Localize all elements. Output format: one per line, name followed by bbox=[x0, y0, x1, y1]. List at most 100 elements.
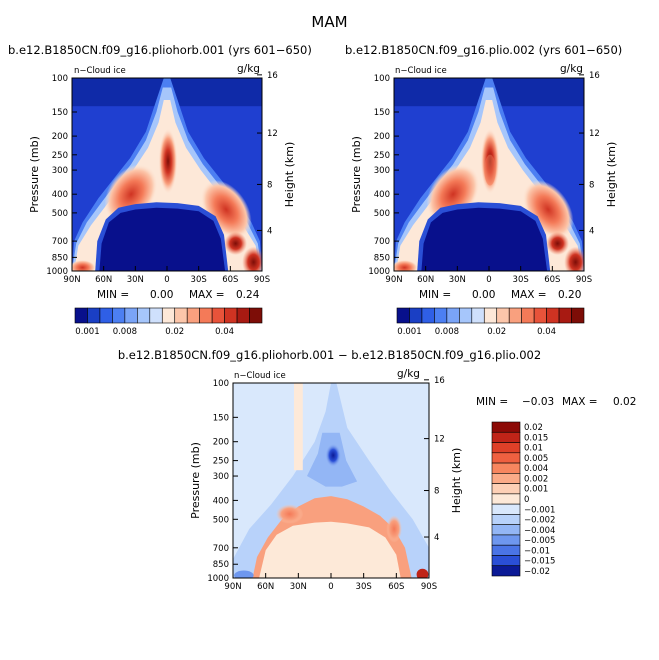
x-tick-label: 90S bbox=[254, 275, 270, 285]
colorbar-box bbox=[491, 524, 521, 536]
field-south-surface-max bbox=[546, 231, 570, 256]
colorbar-box bbox=[421, 307, 435, 324]
y-tick-label: 300 bbox=[213, 472, 229, 482]
field-equatorial-spike bbox=[158, 128, 178, 195]
x-tick-label: 90N bbox=[63, 275, 80, 285]
panel-2-variable: n−Cloud ice bbox=[395, 66, 447, 76]
colorbar-box bbox=[491, 431, 521, 443]
panel-3-min-value: −0.03 bbox=[522, 396, 555, 408]
colorbar-label: 0.001 bbox=[397, 327, 421, 337]
y-tick-label: 250 bbox=[213, 457, 229, 467]
colorbar-box bbox=[211, 307, 225, 324]
y-tick-label: 150 bbox=[374, 108, 390, 118]
y-tick-label: 200 bbox=[52, 132, 68, 142]
panel-1-min-label: MIN = bbox=[97, 289, 130, 301]
colorbar-label: 0.02 bbox=[524, 423, 543, 433]
x-tick-label: 60N bbox=[417, 275, 434, 285]
colorbar-box bbox=[491, 544, 521, 556]
colorbar-box bbox=[491, 503, 521, 515]
panel-2-units: g/kg bbox=[560, 63, 583, 75]
colorbar-box bbox=[74, 307, 88, 324]
colorbar-box bbox=[491, 565, 521, 577]
colorbar-box bbox=[446, 307, 460, 324]
panel-2-field bbox=[394, 78, 584, 271]
panel-1-field bbox=[72, 78, 262, 271]
panel-3-title: b.e12.B1850CN.f09_g16.pliohorb.001 − b.e… bbox=[117, 348, 542, 362]
panel-1-variable: n−Cloud ice bbox=[74, 66, 126, 76]
colorbar-box bbox=[236, 307, 250, 324]
y2-axis-label: Height (km) bbox=[605, 142, 618, 208]
colorbar-label: 0.002 bbox=[524, 474, 548, 484]
colorbar-label: 0.02 bbox=[165, 327, 184, 337]
y2-tick-label: 8 bbox=[267, 180, 272, 190]
panel-1-max-value: 0.24 bbox=[236, 289, 260, 301]
colorbar-box bbox=[99, 307, 113, 324]
colorbar-label: −0.001 bbox=[524, 505, 555, 515]
panel-3-variable: n−Cloud ice bbox=[234, 371, 286, 381]
panel-1-title: b.e12.B1850CN.f09_g16.pliohorb.001 (yrs … bbox=[8, 43, 312, 57]
y-tick-label: 1000 bbox=[46, 267, 68, 277]
y-tick-label: 500 bbox=[374, 209, 390, 219]
colorbar-box bbox=[533, 307, 547, 324]
colorbar-box bbox=[558, 307, 572, 324]
x-tick-label: 0 bbox=[328, 582, 333, 592]
colorbar-box bbox=[491, 534, 521, 546]
colorbar-box bbox=[571, 307, 585, 324]
y-tick-label: 500 bbox=[52, 209, 68, 219]
colorbar-label: 0.001 bbox=[524, 485, 548, 495]
y-tick-label: 400 bbox=[213, 496, 229, 506]
y-tick-label: 250 bbox=[374, 151, 390, 161]
y2-tick-label: 8 bbox=[434, 487, 439, 497]
y-tick-label: 150 bbox=[52, 108, 68, 118]
colorbar-box bbox=[124, 307, 138, 324]
y-tick-label: 200 bbox=[374, 132, 390, 142]
y-tick-label: 850 bbox=[374, 253, 390, 263]
colorbar-box bbox=[459, 307, 473, 324]
y-tick-label: 850 bbox=[52, 253, 68, 263]
y-axis-label: Pressure (mb) bbox=[28, 136, 41, 213]
panel-3-max-value: 0.02 bbox=[613, 396, 637, 408]
colorbar-box bbox=[491, 442, 521, 454]
panel-2-colorbar: 0.001 0.008 0.02 0.04 bbox=[396, 307, 585, 337]
field-dome bbox=[421, 207, 548, 271]
colorbar-box bbox=[137, 307, 151, 324]
y-tick-label: 100 bbox=[213, 379, 229, 389]
colorbar-box bbox=[491, 452, 521, 464]
y2-tick-label: 4 bbox=[267, 226, 272, 236]
panel-2-max-label: MAX = bbox=[511, 289, 547, 301]
figure-title: MAM bbox=[311, 13, 348, 31]
x-tick-label: 60S bbox=[388, 582, 404, 592]
x-tick-label: 90N bbox=[385, 275, 402, 285]
colorbar-label: 0.005 bbox=[524, 454, 548, 464]
field-dome bbox=[99, 207, 226, 271]
colorbar-label: −0.01 bbox=[524, 546, 550, 556]
field-south-surface bbox=[416, 568, 429, 578]
colorbar-label: −0.004 bbox=[524, 526, 555, 536]
panel-1-colorbar: 0.001 0.008 0.02 0.04 bbox=[74, 307, 263, 337]
x-tick-label: 90S bbox=[576, 275, 592, 285]
x-tick-label: 60S bbox=[222, 275, 238, 285]
colorbar-box bbox=[161, 307, 176, 324]
y-tick-label: 700 bbox=[374, 237, 390, 247]
x-tick-label: 30S bbox=[356, 582, 372, 592]
colorbar-box bbox=[112, 307, 126, 324]
field-spike-core bbox=[484, 154, 496, 186]
colorbar-box bbox=[491, 462, 521, 474]
panel-3-max-label: MAX = bbox=[562, 396, 598, 408]
x-tick-label: 30N bbox=[127, 275, 144, 285]
colorbar-box bbox=[491, 555, 521, 567]
panel-3-field bbox=[233, 383, 429, 578]
panel-1-min-value: 0.00 bbox=[150, 289, 174, 301]
x-tick-label: 90S bbox=[421, 582, 437, 592]
colorbar-label: 0.004 bbox=[524, 464, 548, 474]
field-south-pole-surface bbox=[242, 246, 262, 271]
y-tick-label: 300 bbox=[52, 166, 68, 176]
colorbar-box bbox=[87, 307, 101, 324]
y-tick-label: 300 bbox=[374, 166, 390, 176]
panel-1-max-label: MAX = bbox=[189, 289, 225, 301]
field-south-surface-max bbox=[224, 231, 248, 256]
colorbar-label: −0.005 bbox=[524, 536, 555, 546]
x-tick-label: 30S bbox=[191, 275, 207, 285]
